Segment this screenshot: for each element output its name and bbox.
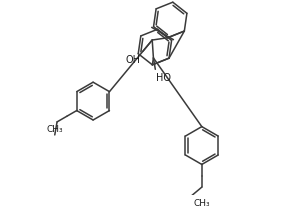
Text: CH₃: CH₃	[47, 124, 63, 133]
Text: OH: OH	[126, 55, 141, 65]
Text: CH₃: CH₃	[194, 198, 210, 206]
Text: HO: HO	[156, 73, 171, 83]
